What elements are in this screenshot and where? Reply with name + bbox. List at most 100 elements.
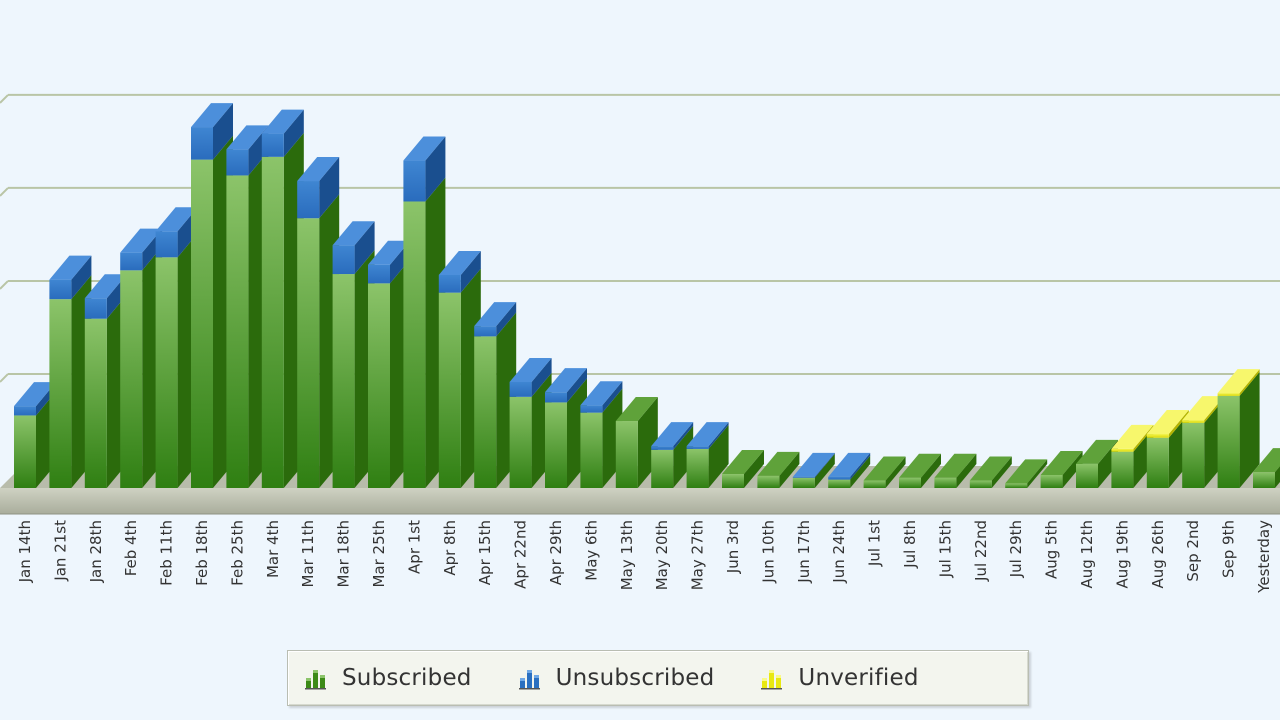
bar-top: [226, 125, 269, 150]
bar-side: [319, 157, 340, 219]
bar-side: [1239, 371, 1260, 488]
bar-top: [1217, 369, 1260, 394]
bar-front: [438, 292, 461, 488]
bar-top: [1182, 396, 1225, 421]
bar-top: [191, 103, 233, 128]
bar-top: [261, 109, 304, 134]
bar-side: [708, 424, 729, 488]
bar-front: [261, 133, 284, 157]
bar-top: [297, 157, 340, 182]
x-tick-label: Mar 11th: [299, 520, 317, 588]
bar-front: [297, 218, 320, 489]
gridline-tick: [0, 187, 9, 197]
bar-front: [474, 326, 497, 337]
bar-front: [84, 318, 107, 488]
bar-unsubscribed-12: [438, 250, 481, 293]
bar-unsubscribed-14: [509, 357, 552, 397]
bar-top: [474, 302, 517, 327]
bar-subscribed-27: [969, 456, 1012, 488]
bar-side: [1168, 410, 1189, 438]
x-tick-label: Sep 2nd: [1184, 520, 1202, 582]
bar-front: [84, 298, 107, 319]
x-tick-label: Jul 15th: [936, 520, 954, 578]
bar-side: [850, 455, 871, 488]
legend-item-subscribed[interactable]: Subscribed: [304, 665, 472, 691]
bar-top: [332, 221, 375, 246]
blue-bar-chart-icon: [518, 670, 540, 690]
bar-side: [1275, 466, 1280, 488]
bar-front: [297, 181, 320, 219]
x-tick-label: Feb 4th: [122, 520, 140, 576]
bar-front: [651, 446, 674, 450]
x-tick-label: Jun 17th: [795, 520, 813, 584]
bar-unsubscribed-23: [828, 452, 871, 480]
x-tick-label: Aug 5th: [1043, 520, 1061, 579]
x-tick-label: Feb 18th: [193, 520, 211, 586]
bar-side: [708, 422, 729, 449]
bar-side: [991, 456, 1012, 488]
bar-top: [1253, 448, 1280, 473]
bar-top: [651, 422, 694, 447]
x-tick-label: Aug 19th: [1113, 520, 1131, 589]
bar-unsubscribed-13: [474, 302, 517, 337]
bar-side: [1027, 459, 1048, 488]
bar-top: [84, 274, 127, 299]
bar-side: [1239, 369, 1260, 396]
bar-unsubscribed-8: [297, 157, 340, 219]
x-tick-label: Jan 14th: [16, 520, 34, 583]
bar-front: [14, 406, 36, 416]
bar-unsubscribed-4: [155, 207, 198, 258]
x-tick-label: Feb 11th: [158, 520, 176, 586]
bar-unsubscribed-15: [545, 368, 587, 403]
bar-front: [757, 475, 780, 488]
x-tick-label: Apr 8th: [441, 520, 459, 576]
bar-front: [155, 257, 178, 488]
legend-label-unverified: Unverified: [798, 665, 919, 691]
bar-front: [545, 392, 567, 403]
bar-top: [545, 368, 587, 393]
bar-unsubscribed-11: [403, 136, 446, 202]
bar-front: [722, 474, 744, 488]
yellow-bar-chart-icon: [761, 670, 783, 690]
bar-top: [49, 255, 92, 280]
bar-unsubscribed-19: [686, 422, 729, 449]
x-tick-label: Sep 9th: [1220, 520, 1238, 578]
bar-top: [899, 453, 941, 478]
gridline-tick: [0, 280, 9, 290]
bar-subscribed-17: [615, 397, 658, 488]
bar-top: [1111, 424, 1154, 449]
bar-top: [509, 357, 552, 382]
floor-front: [0, 488, 1280, 514]
bar-unverified-32: [1146, 410, 1189, 438]
x-tick-label: Mar 18th: [335, 520, 353, 588]
bar-subscribed-28: [1005, 459, 1048, 488]
legend-item-unsubscribed[interactable]: Unsubscribed: [518, 665, 715, 691]
bar-front: [155, 231, 178, 258]
x-tick-label: Jul 29th: [1007, 520, 1025, 578]
bar-front: [120, 270, 143, 488]
bar-side: [213, 103, 233, 160]
bar-front: [615, 421, 638, 488]
bar-top: [120, 228, 163, 253]
legend: Subscribed Unsubscribed: [287, 650, 1029, 706]
bar-front: [1146, 434, 1169, 438]
bar-front: [545, 402, 567, 488]
bar-subscribed-35: [1253, 448, 1280, 488]
bar-front: [120, 252, 143, 271]
bar-front: [191, 127, 213, 160]
bar-subscribed-22: [792, 453, 835, 488]
bar-side: [1133, 424, 1154, 452]
bar-front: [863, 480, 886, 488]
bar-subscribed-25: [899, 453, 941, 488]
bar-subscribed-29: [1040, 450, 1083, 488]
x-tick-label: Aug 12th: [1078, 520, 1096, 589]
bar-front: [1040, 474, 1063, 488]
legend-item-unverified[interactable]: Unverified: [760, 665, 918, 691]
legend-label-unsubscribed: Unsubscribed: [555, 665, 715, 691]
x-tick-label: Apr 1st: [405, 520, 423, 574]
bar-front: [509, 396, 532, 488]
bar-side: [354, 221, 375, 275]
bar-top: [438, 250, 481, 275]
x-tick-label: May 6th: [582, 520, 600, 581]
